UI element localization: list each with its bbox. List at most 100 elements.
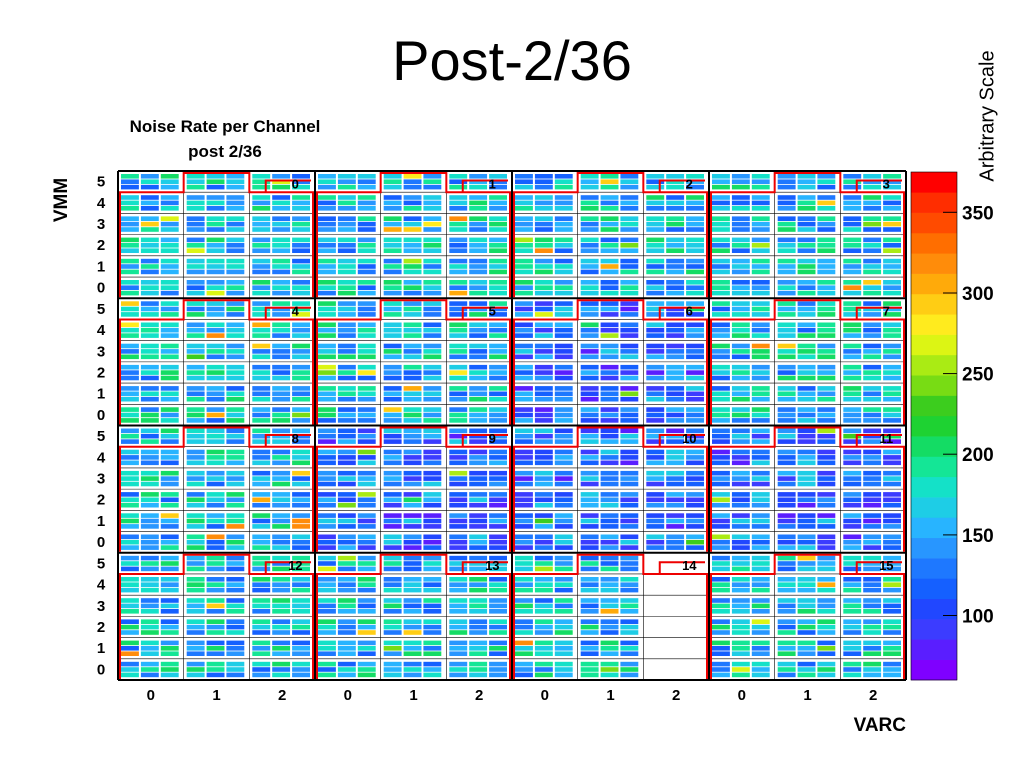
heatmap-cell <box>600 476 619 481</box>
heatmap-cell <box>620 396 639 402</box>
heatmap-cell <box>863 640 882 646</box>
heatmap-cell <box>686 534 704 540</box>
heatmap-cell <box>777 476 796 481</box>
heatmap-cell <box>252 439 271 444</box>
heatmap-cell <box>403 333 422 338</box>
heatmap-cell <box>449 555 468 561</box>
heatmap-cell <box>423 306 442 312</box>
heatmap-cell <box>292 349 310 354</box>
heatmap-cell <box>318 587 336 593</box>
heatmap-cell <box>863 195 882 200</box>
heatmap-cell <box>469 216 488 221</box>
heatmap-cell <box>318 258 336 264</box>
heatmap-cell <box>383 354 402 360</box>
heatmap-cell <box>403 524 422 529</box>
heatmap-cell <box>318 555 336 561</box>
heatmap-cell <box>206 227 225 232</box>
heatmap-cell <box>292 179 310 184</box>
heatmap-cell <box>731 333 750 338</box>
heatmap-cell <box>423 391 442 397</box>
heatmap-cell <box>731 428 750 434</box>
heatmap-cell <box>186 492 205 497</box>
heatmap-cell <box>383 582 402 587</box>
heatmap-cell <box>403 370 422 375</box>
heatmap-cell <box>580 184 599 190</box>
heatmap-cell <box>712 206 730 211</box>
heatmap-cell <box>554 672 573 678</box>
heatmap-cell <box>534 433 553 439</box>
heatmap-cell <box>863 561 882 566</box>
heatmap-cell <box>252 460 271 466</box>
heatmap-cell <box>226 640 245 646</box>
heatmap-cell <box>797 672 816 678</box>
heatmap-cell <box>423 539 442 545</box>
heatmap-cell <box>600 428 619 434</box>
y-tick-label: 1 <box>97 640 105 657</box>
block-label: 12 <box>288 558 302 573</box>
heatmap-cell <box>515 577 533 582</box>
heatmap-cell <box>160 455 179 460</box>
heatmap-cell <box>646 237 665 243</box>
heatmap-cell <box>160 619 179 624</box>
heatmap-cell <box>883 555 901 561</box>
heatmap-cell <box>731 349 750 354</box>
heatmap-cell <box>883 375 901 381</box>
heatmap-cell <box>449 243 468 248</box>
heatmap-cell <box>686 481 704 487</box>
heatmap-cell <box>712 619 730 624</box>
heatmap-cell <box>206 301 225 306</box>
heatmap-cell <box>272 221 291 227</box>
heatmap-cell <box>186 534 205 540</box>
heatmap-cell <box>843 577 862 582</box>
heatmap-cell <box>469 439 488 444</box>
heatmap-cell <box>318 349 336 354</box>
heatmap-cell <box>797 179 816 184</box>
heatmap-cell <box>469 661 488 667</box>
heatmap-cell <box>121 364 139 370</box>
heatmap-cell <box>712 412 730 418</box>
heatmap-cell <box>751 354 770 360</box>
colorbar-tick-label: 200 <box>962 445 994 466</box>
heatmap-cell <box>731 667 750 672</box>
heatmap-cell <box>272 327 291 333</box>
chamber-boundary <box>316 553 511 679</box>
colorbar-segment <box>911 456 957 478</box>
heatmap-cell <box>863 630 882 635</box>
heatmap-cell <box>751 179 770 184</box>
heatmap-cell <box>292 598 310 603</box>
heatmap-cell <box>554 518 573 524</box>
heatmap-cell <box>712 221 730 227</box>
heatmap-cell <box>534 248 553 253</box>
heatmap-cell <box>206 412 225 418</box>
heatmap-cell <box>712 609 730 614</box>
heatmap-cell <box>646 349 665 354</box>
heatmap-cell <box>666 370 685 375</box>
heatmap-cell <box>686 524 704 529</box>
heatmap-cell <box>751 221 770 227</box>
heatmap-cell <box>817 497 836 503</box>
heatmap-cell <box>666 327 685 333</box>
heatmap-cell <box>600 598 619 603</box>
heatmap-cell <box>554 460 573 466</box>
heatmap-cell <box>620 243 639 248</box>
heatmap-cell <box>469 619 488 624</box>
heatmap-cell <box>206 280 225 285</box>
heatmap-cell <box>863 492 882 497</box>
heatmap-cell <box>357 269 376 275</box>
heatmap-cell <box>423 216 442 221</box>
heatmap-cell <box>226 184 245 190</box>
heatmap-cell <box>469 651 488 656</box>
heatmap-cell <box>160 624 179 630</box>
heatmap-cell <box>777 174 796 179</box>
heatmap-cell <box>646 455 665 460</box>
heatmap-cell <box>160 534 179 540</box>
heatmap-cell <box>731 364 750 370</box>
heatmap-cell <box>731 439 750 444</box>
heatmap-cell <box>252 301 271 306</box>
heatmap-cell <box>292 476 310 481</box>
heatmap-cell <box>751 582 770 587</box>
heatmap-cell <box>292 524 310 529</box>
heatmap-cell <box>600 349 619 354</box>
heatmap-cell <box>666 545 685 550</box>
heatmap-cell <box>292 513 310 518</box>
